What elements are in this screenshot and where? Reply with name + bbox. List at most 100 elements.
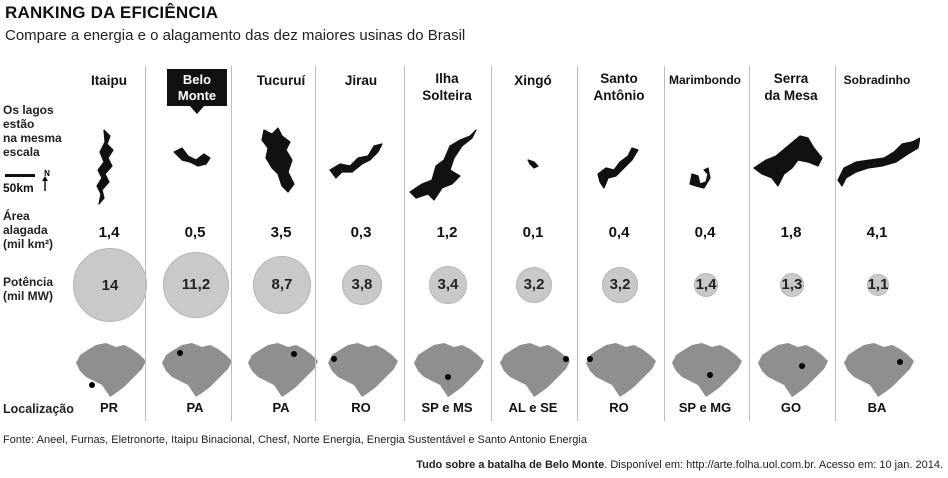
scale-bar: [5, 174, 35, 177]
brazil-map-icon: [248, 343, 318, 397]
location-code: SP e MS: [421, 400, 473, 415]
lake-shape: [173, 147, 211, 167]
brazil-map-icon: [844, 343, 914, 397]
lake-shape: [689, 167, 711, 189]
row-label-area: Área alagada (mil km²): [3, 209, 54, 251]
area-value: 0,4: [694, 224, 716, 241]
column-separator: [835, 66, 836, 421]
plant-name: Belo Monte: [177, 72, 217, 103]
plant-name: Santo Antônio: [593, 71, 645, 103]
brazil-map-icon: [328, 343, 398, 397]
column-separator: [664, 66, 665, 421]
power-bubble: 1,1: [866, 273, 890, 297]
row-label-location: Localização: [3, 402, 74, 416]
svg-text:N: N: [44, 169, 50, 178]
plant-column: Itaipu 1,4 14 PR: [66, 64, 152, 425]
location-dot: [707, 372, 713, 378]
location-code: PR: [99, 400, 119, 415]
lake-shape: [261, 127, 295, 193]
location-code: PA: [186, 400, 204, 415]
power-bubble: 1,3: [780, 273, 804, 297]
highlight-box: Belo Monte: [167, 69, 227, 106]
power-bubble: 3,2: [601, 266, 639, 304]
location-dot: [563, 356, 569, 362]
plant-name: Marimbondo: [669, 73, 741, 87]
brazil-map-icon: [758, 343, 828, 397]
location-code: GO: [780, 400, 802, 415]
plant-column: Tucuruí 3,5 8,7 PA: [238, 64, 324, 425]
brazil-map-icon: [162, 343, 232, 397]
column-separator: [145, 66, 146, 421]
power-bubble: 3,4: [429, 266, 467, 304]
highlight-pointer: [189, 105, 205, 114]
plant-name: Itaipu: [91, 73, 127, 88]
plant-column: Serra da Mesa 1,8 1,3 GO: [748, 64, 834, 425]
location-dot: [587, 356, 593, 362]
brazil-map-icon: [672, 343, 742, 397]
area-value: 4,1: [866, 224, 888, 241]
location-dot: [331, 356, 337, 362]
chart-subtitle: Compare a energia e o alagamento das dez…: [5, 27, 466, 44]
column-separator: [231, 66, 232, 421]
area-value: 3,5: [270, 224, 292, 241]
area-value: 1,8: [780, 224, 802, 241]
area-value: 1,4: [98, 224, 120, 241]
location-dot: [897, 359, 903, 365]
location-dot: [89, 382, 95, 388]
brazil-map-icon: [414, 343, 484, 397]
plant-column: Xingó 0,1 3,2 AL e SE: [490, 64, 576, 425]
area-value: 1,2: [436, 224, 458, 241]
lake-shape: [527, 159, 539, 169]
plant-name: Ilha Solteira: [422, 71, 472, 103]
location-dot: [177, 350, 183, 356]
lake-shape: [409, 129, 477, 201]
location-dot: [445, 374, 451, 380]
area-value: 0,4: [608, 224, 630, 241]
lake-shape: [837, 137, 920, 187]
power-bubble: 11,2: [162, 251, 230, 319]
brazil-map-icon: [500, 343, 570, 397]
area-value: 0,5: [184, 224, 206, 241]
location-code: SP e MG: [678, 400, 732, 415]
plant-name: Serra da Mesa: [764, 71, 818, 103]
plant-name: Tucuruí: [256, 73, 306, 88]
column-separator: [315, 66, 316, 421]
location-dot: [291, 351, 297, 357]
column-separator: [577, 66, 578, 421]
power-bubble: 8,7: [252, 255, 312, 315]
row-label-power: Potência (mil MW): [3, 275, 54, 303]
column-separator: [749, 66, 750, 421]
lake-shape: [96, 129, 114, 205]
row-label-lakes: Os lagos estão na mesma escala: [3, 103, 62, 159]
location-dot: [799, 363, 805, 369]
lake-shape: [753, 135, 823, 187]
location-code: RO: [609, 400, 629, 415]
location-code: AL e SE: [508, 400, 558, 415]
citation: Tudo sobre a batalha de Belo Monte. Disp…: [416, 459, 943, 471]
lake-shape: [329, 143, 383, 179]
power-bubble: 3,2: [515, 266, 553, 304]
north-arrow-icon: N: [42, 169, 50, 191]
plant-column: Jirau 0,3 3,8 RO: [318, 64, 404, 425]
power-bubble: 1,4: [693, 272, 719, 298]
plant-column: Santo Antônio 0,4 3,2 RO: [576, 64, 662, 425]
plant-name: Xingó: [514, 73, 552, 88]
location-code: BA: [867, 400, 887, 415]
area-value: 0,1: [522, 224, 544, 241]
scale-label: 50km: [3, 181, 34, 195]
plant-name: Jirau: [344, 73, 378, 88]
plant-column: Belo Monte 0,5 11,2 PA: [152, 64, 238, 425]
power-bubble: 3,8: [342, 265, 382, 305]
lake-shape: [597, 147, 639, 189]
brazil-map-icon: [76, 343, 146, 397]
chart-title: RANKING DA EFICIÊNCIA: [5, 3, 219, 22]
plant-column: Marimbondo 0,4 1,4 SP e MG: [662, 64, 748, 425]
power-bubble: 14: [73, 248, 147, 322]
location-code: RO: [351, 400, 371, 415]
plant-column: Sobradinho 4,1 1,1 BA: [834, 64, 920, 425]
source-note: Fonte: Aneel, Furnas, Eletronorte, Itaip…: [3, 434, 587, 446]
column-separator: [491, 66, 492, 421]
plant-name: Sobradinho: [843, 73, 911, 87]
brazil-map-icon: [586, 343, 656, 397]
area-value: 0,3: [350, 224, 372, 241]
